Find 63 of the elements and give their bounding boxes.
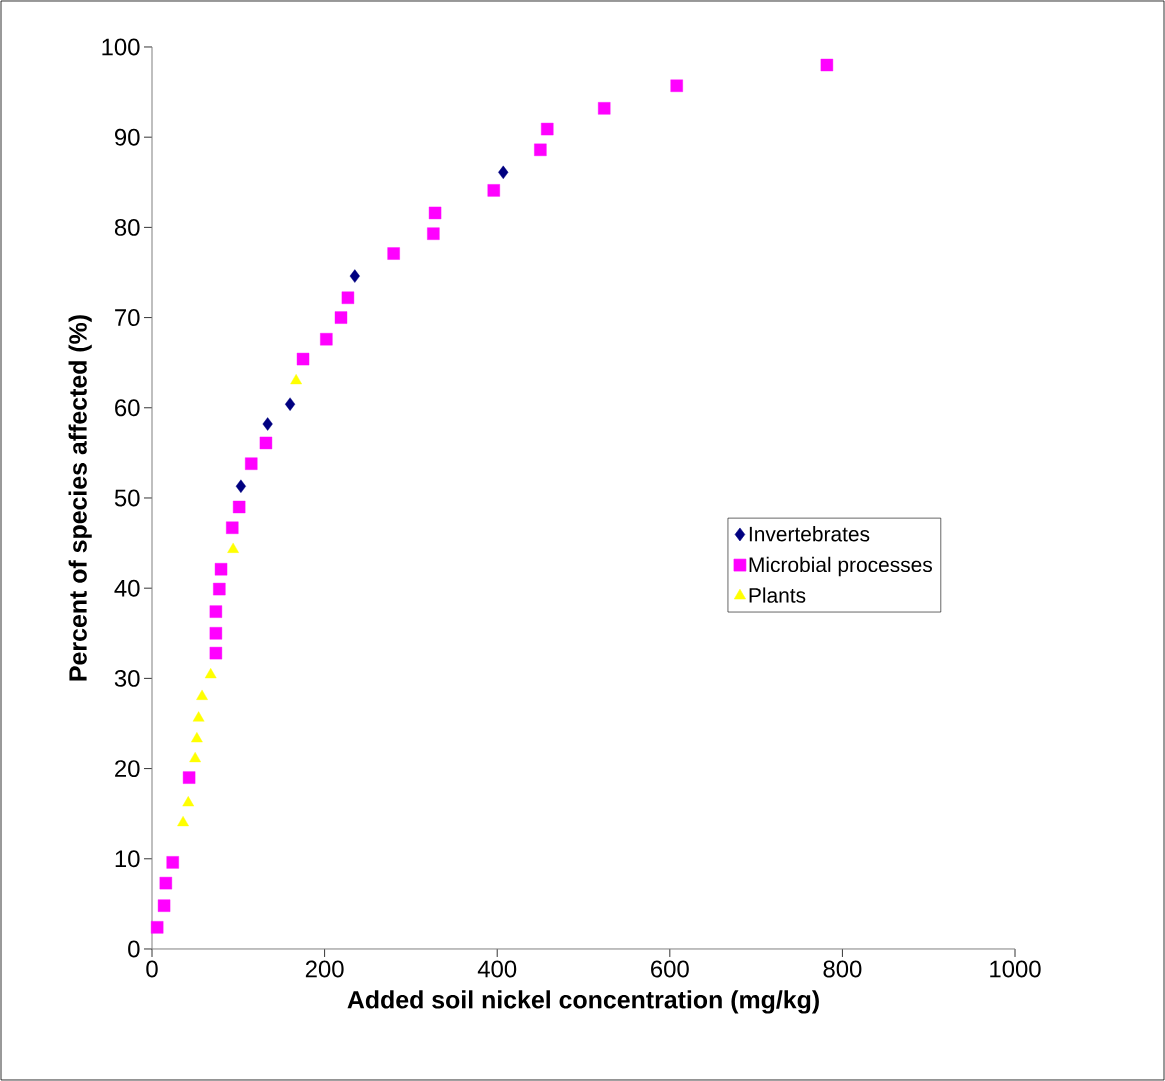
point [209, 605, 223, 618]
point [349, 269, 360, 283]
point [226, 521, 239, 534]
point [232, 500, 246, 514]
y-tick-label: 90 [115, 128, 140, 146]
point [245, 457, 258, 470]
y-tick-label: 20 [115, 760, 140, 778]
x-axis-title: Added soil nickel concentration (mg/kg) [347, 990, 819, 1014]
point [227, 542, 239, 553]
point [598, 102, 611, 115]
legend-label: Microbial processes [749, 556, 932, 577]
point [428, 206, 442, 220]
point [150, 921, 164, 934]
point [209, 627, 223, 640]
point [387, 247, 400, 260]
y-tick-label: 30 [114, 669, 140, 687]
point [290, 374, 302, 385]
point [296, 352, 310, 366]
point [196, 689, 208, 700]
legend-label: Plants [749, 587, 806, 603]
point [534, 143, 547, 157]
y-tick-label: 0 [128, 940, 140, 958]
point [182, 796, 195, 807]
point [204, 668, 217, 679]
point [177, 816, 189, 827]
point [209, 646, 223, 660]
y-tick-label: 100 [102, 38, 140, 56]
point [285, 397, 296, 411]
y-tick-label: 60 [115, 399, 140, 417]
x-tick-label: 1000 [990, 960, 1041, 978]
point [235, 479, 246, 493]
point [341, 291, 355, 304]
point [182, 771, 196, 784]
point [159, 876, 173, 890]
point [334, 311, 348, 324]
point [213, 582, 226, 596]
x-tick-label: 200 [305, 960, 344, 978]
legend-label: Invertebrates [749, 526, 870, 542]
point [541, 122, 554, 136]
y-axis-title: Percent of species affected (%) [68, 315, 92, 681]
point [214, 563, 228, 576]
point [259, 436, 273, 450]
y-tick-label: 50 [114, 489, 140, 507]
y-tick-label: 40 [114, 579, 140, 597]
y-tick-label: 70 [115, 309, 140, 327]
point [487, 184, 500, 197]
point [157, 899, 171, 912]
point [498, 165, 509, 180]
y-tick-label: 10 [115, 850, 140, 868]
point [427, 227, 440, 240]
point [320, 333, 333, 346]
x-tick-label: 800 [823, 960, 862, 978]
point [191, 732, 203, 743]
point [670, 79, 683, 92]
x-tick-label: 0 [146, 960, 158, 978]
y-tick-label: 80 [114, 218, 140, 236]
point [192, 711, 205, 722]
point [189, 751, 201, 763]
x-tick-label: 400 [477, 960, 517, 978]
point [166, 856, 179, 869]
x-tick-label: 600 [651, 960, 689, 978]
point [820, 58, 834, 72]
point [262, 417, 273, 431]
